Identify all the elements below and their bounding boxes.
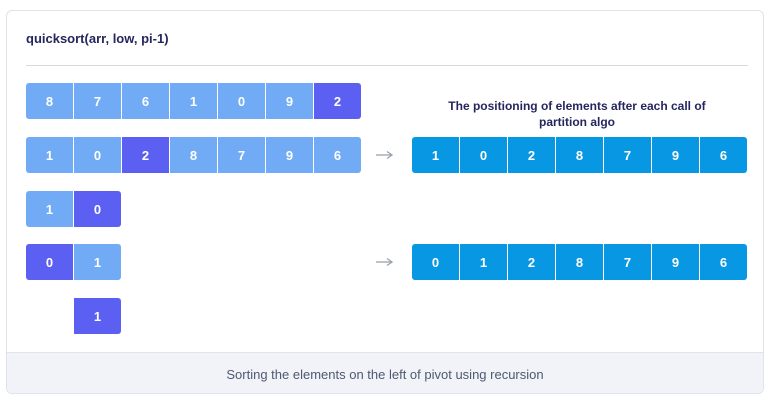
- array-cell: 8: [170, 137, 217, 173]
- positioning-caption: The positioning of elements after each c…: [448, 99, 706, 129]
- array-cell: 6: [122, 83, 169, 119]
- result-row-2: 0 1 2 8 7 9 6: [412, 244, 747, 280]
- diagram-card: quicksort(arr, low, pi-1) 8 7 6 1 0 9 2 …: [6, 10, 764, 394]
- array-cell: 7: [74, 83, 121, 119]
- array-row-1: 8 7 6 1 0 9 2: [26, 83, 361, 119]
- array-cell: 0: [218, 83, 265, 119]
- array-cell: 0: [74, 137, 121, 173]
- array-cell: 6: [314, 137, 361, 173]
- array-cell: 1: [26, 137, 73, 173]
- result-cell: 0: [460, 137, 507, 173]
- array-cell: 1: [170, 83, 217, 119]
- pivot-cell: 0: [26, 244, 73, 280]
- result-cell: 1: [460, 244, 507, 280]
- array-row-3: 1 0: [26, 191, 121, 227]
- footer-caption: Sorting the elements on the left of pivo…: [7, 352, 763, 393]
- array-row-5: 1: [74, 298, 121, 334]
- diagram-title: quicksort(arr, low, pi-1): [26, 31, 169, 46]
- array-cell: 9: [266, 83, 313, 119]
- array-cell: 9: [266, 137, 313, 173]
- result-cell: 0: [412, 244, 459, 280]
- pivot-cell: 0: [74, 191, 121, 227]
- result-cell: 8: [556, 244, 603, 280]
- arrow-right-icon: [376, 150, 394, 160]
- result-cell: 8: [556, 137, 603, 173]
- array-cell: 8: [26, 83, 73, 119]
- pivot-cell: 2: [314, 83, 361, 119]
- result-cell: 9: [652, 137, 699, 173]
- result-cell: 6: [700, 137, 747, 173]
- array-row-4: 0 1: [26, 244, 121, 280]
- arrow-right-icon: [376, 257, 394, 267]
- result-cell: 1: [412, 137, 459, 173]
- result-cell: 2: [508, 137, 555, 173]
- divider: [26, 65, 748, 66]
- array-cell: 1: [26, 191, 73, 227]
- result-row-1: 1 0 2 8 7 9 6: [412, 137, 747, 173]
- pivot-cell: 1: [74, 298, 121, 334]
- result-cell: 6: [700, 244, 747, 280]
- result-cell: 2: [508, 244, 555, 280]
- pivot-cell: 2: [122, 137, 169, 173]
- result-cell: 9: [652, 244, 699, 280]
- result-cell: 7: [604, 137, 651, 173]
- array-cell: 1: [74, 244, 121, 280]
- array-cell: 7: [218, 137, 265, 173]
- result-cell: 7: [604, 244, 651, 280]
- array-row-2: 1 0 2 8 7 9 6: [26, 137, 361, 173]
